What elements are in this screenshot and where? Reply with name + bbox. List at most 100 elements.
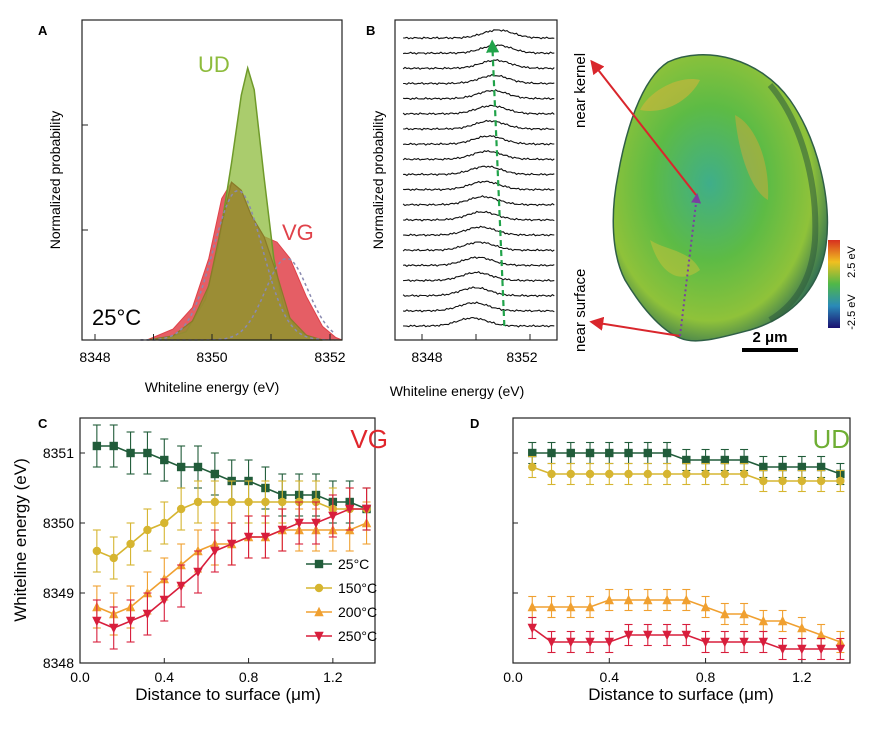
panel-d-point-1-11 bbox=[720, 455, 730, 465]
panel-d-point-4-5 bbox=[604, 637, 614, 648]
panel-c-point-1-8 bbox=[210, 469, 220, 479]
legend-label-4: 250°C bbox=[338, 628, 377, 644]
panel-d: D UD 0.0 0.4 0.8 1.2 Distance to surface (μ… bbox=[470, 416, 851, 704]
panel-c-xtick-label: 0.0 bbox=[70, 669, 90, 685]
panel-d-point-4-1 bbox=[527, 623, 537, 634]
panel-b-ylabel: Normalized probability bbox=[370, 111, 386, 250]
panel-c-point-4-5 bbox=[159, 595, 169, 606]
stacked-profile-10 bbox=[403, 165, 555, 177]
panel-d-point-4-10 bbox=[700, 637, 711, 648]
panel-a-vg-label: VG bbox=[282, 220, 314, 245]
panel-d-point-4-11 bbox=[720, 637, 730, 648]
panel-c-point-1-5 bbox=[160, 455, 169, 465]
panel-d-point-3-7 bbox=[643, 594, 653, 605]
panel-d-point-2-8 bbox=[662, 469, 672, 479]
panel-c-point-1-7 bbox=[193, 462, 203, 472]
legend-marker-4 bbox=[314, 631, 324, 642]
stacked-profile-20 bbox=[403, 316, 555, 328]
panel-a-areas bbox=[140, 65, 343, 341]
panel-c-point-4-17 bbox=[361, 504, 372, 515]
panel-d-point-3-14 bbox=[777, 615, 788, 626]
panel-c-point-2-6 bbox=[176, 504, 186, 514]
panel-c-ytick-label: 8351 bbox=[43, 445, 74, 461]
panel-a-xtick-1: 8348 bbox=[79, 349, 110, 365]
colorbar-bottom-label: -2.5 eV bbox=[846, 294, 858, 330]
panel-c-ylabel: Whiteline energy (eV) bbox=[11, 458, 30, 621]
panel-d-point-2-16 bbox=[816, 476, 826, 486]
path-surface-to-kernel bbox=[679, 193, 702, 337]
panel-c-plot: 0.0 0.4 0.8 1.2 8348 8349 8350 8351 bbox=[43, 424, 372, 685]
panel-d-xtick-label: 0.0 bbox=[503, 669, 523, 685]
panel-d-point-3-9 bbox=[681, 594, 692, 605]
panel-a-ylabel: Normalized probability bbox=[47, 111, 63, 250]
panel-c-point-1-6 bbox=[176, 462, 186, 472]
panel-c-point-2-10 bbox=[244, 497, 253, 507]
panel-d-point-1-6 bbox=[624, 448, 633, 458]
grain-highlight bbox=[640, 79, 700, 111]
panel-d-point-1-7 bbox=[643, 448, 652, 458]
panel-d-point-2-9 bbox=[682, 469, 691, 479]
stacked-profile-14 bbox=[403, 225, 555, 237]
panel-d-point-4-3 bbox=[566, 637, 576, 648]
stacked-profile-9 bbox=[402, 149, 555, 161]
stacked-profile-8 bbox=[403, 134, 555, 146]
panel-c-xtick-label: 0.8 bbox=[239, 669, 259, 685]
panel-d-point-1-3 bbox=[566, 448, 575, 458]
stacked-profile-17 bbox=[403, 271, 555, 283]
panel-d-point-1-12 bbox=[739, 455, 749, 465]
panel-d-xtick-label: 1.2 bbox=[792, 669, 812, 685]
panel-c-label: C bbox=[38, 416, 48, 431]
panel-c-ytick-label: 8348 bbox=[43, 655, 74, 671]
panel-d-point-2-4 bbox=[585, 469, 595, 479]
stacked-profile-5 bbox=[403, 89, 555, 101]
stacked-profile-1 bbox=[403, 29, 555, 40]
panel-d-title: UD bbox=[812, 424, 850, 454]
panel-a-ud-label: UD bbox=[198, 52, 230, 77]
panel-d-point-2-15 bbox=[797, 476, 807, 486]
stacked-profile-16 bbox=[403, 256, 555, 267]
panel-d-point-2-14 bbox=[778, 476, 787, 486]
panel-d-point-3-1 bbox=[527, 601, 537, 612]
arrow-to-surface bbox=[589, 316, 681, 337]
panel-d-point-1-4 bbox=[585, 448, 595, 458]
panel-c-ytick-label: 8349 bbox=[43, 585, 74, 601]
panel-c-point-4-12 bbox=[277, 525, 287, 536]
panel-d-point-1-1 bbox=[528, 448, 537, 458]
stacked-profile-15 bbox=[402, 241, 555, 252]
panel-c-point-2-11 bbox=[261, 497, 270, 507]
panel-c-point-4-15 bbox=[328, 511, 338, 522]
stacked-profile-19 bbox=[402, 301, 555, 313]
panel-c-point-1-4 bbox=[143, 448, 152, 458]
panel-c: C VG 0.0 0.4 0.8 1.2 8348 8349 8350 8351 Whitel… bbox=[11, 416, 388, 704]
panel-b-stacked-profiles bbox=[402, 29, 555, 340]
panel-c-point-4-16 bbox=[345, 504, 355, 515]
grain-highlight-3 bbox=[650, 240, 700, 277]
panel-c-point-2-2 bbox=[109, 553, 118, 563]
panel-c-point-1-3 bbox=[126, 448, 135, 458]
panel-a-ticks bbox=[82, 124, 331, 340]
colorbar bbox=[828, 240, 840, 328]
panel-d-point-1-8 bbox=[662, 448, 672, 458]
panel-d-point-3-11 bbox=[720, 608, 730, 619]
panel-d-point-1-16 bbox=[816, 462, 826, 472]
panel-d-point-2-10 bbox=[701, 469, 710, 479]
panel-d-point-3-6 bbox=[623, 594, 634, 605]
panel-c-point-4-13 bbox=[294, 518, 304, 529]
panel-b: B Normalized probability Whiteline energ… bbox=[366, 19, 858, 399]
panel-d-point-1-10 bbox=[701, 455, 710, 465]
panel-d-point-2-11 bbox=[720, 469, 730, 479]
panel-a: A Normalized probability Whiteline energ… bbox=[38, 19, 346, 395]
panel-d-point-2-12 bbox=[739, 469, 749, 479]
panel-d-point-2-17 bbox=[836, 476, 845, 486]
panel-d-point-3-2 bbox=[546, 601, 557, 612]
panel-c-legend: 25°C 150°C 200°C 250°C bbox=[306, 556, 377, 644]
panel-b-xtick-1: 8348 bbox=[411, 349, 442, 365]
panel-a-label: A bbox=[38, 23, 48, 38]
panel-d-point-4-12 bbox=[739, 637, 749, 648]
legend-marker-2 bbox=[314, 583, 324, 593]
stacked-profile-6 bbox=[402, 104, 555, 116]
panel-d-point-2-13 bbox=[759, 476, 768, 486]
panel-d-point-4-2 bbox=[546, 637, 557, 648]
scale-bar-label: 2 μm bbox=[752, 329, 787, 346]
